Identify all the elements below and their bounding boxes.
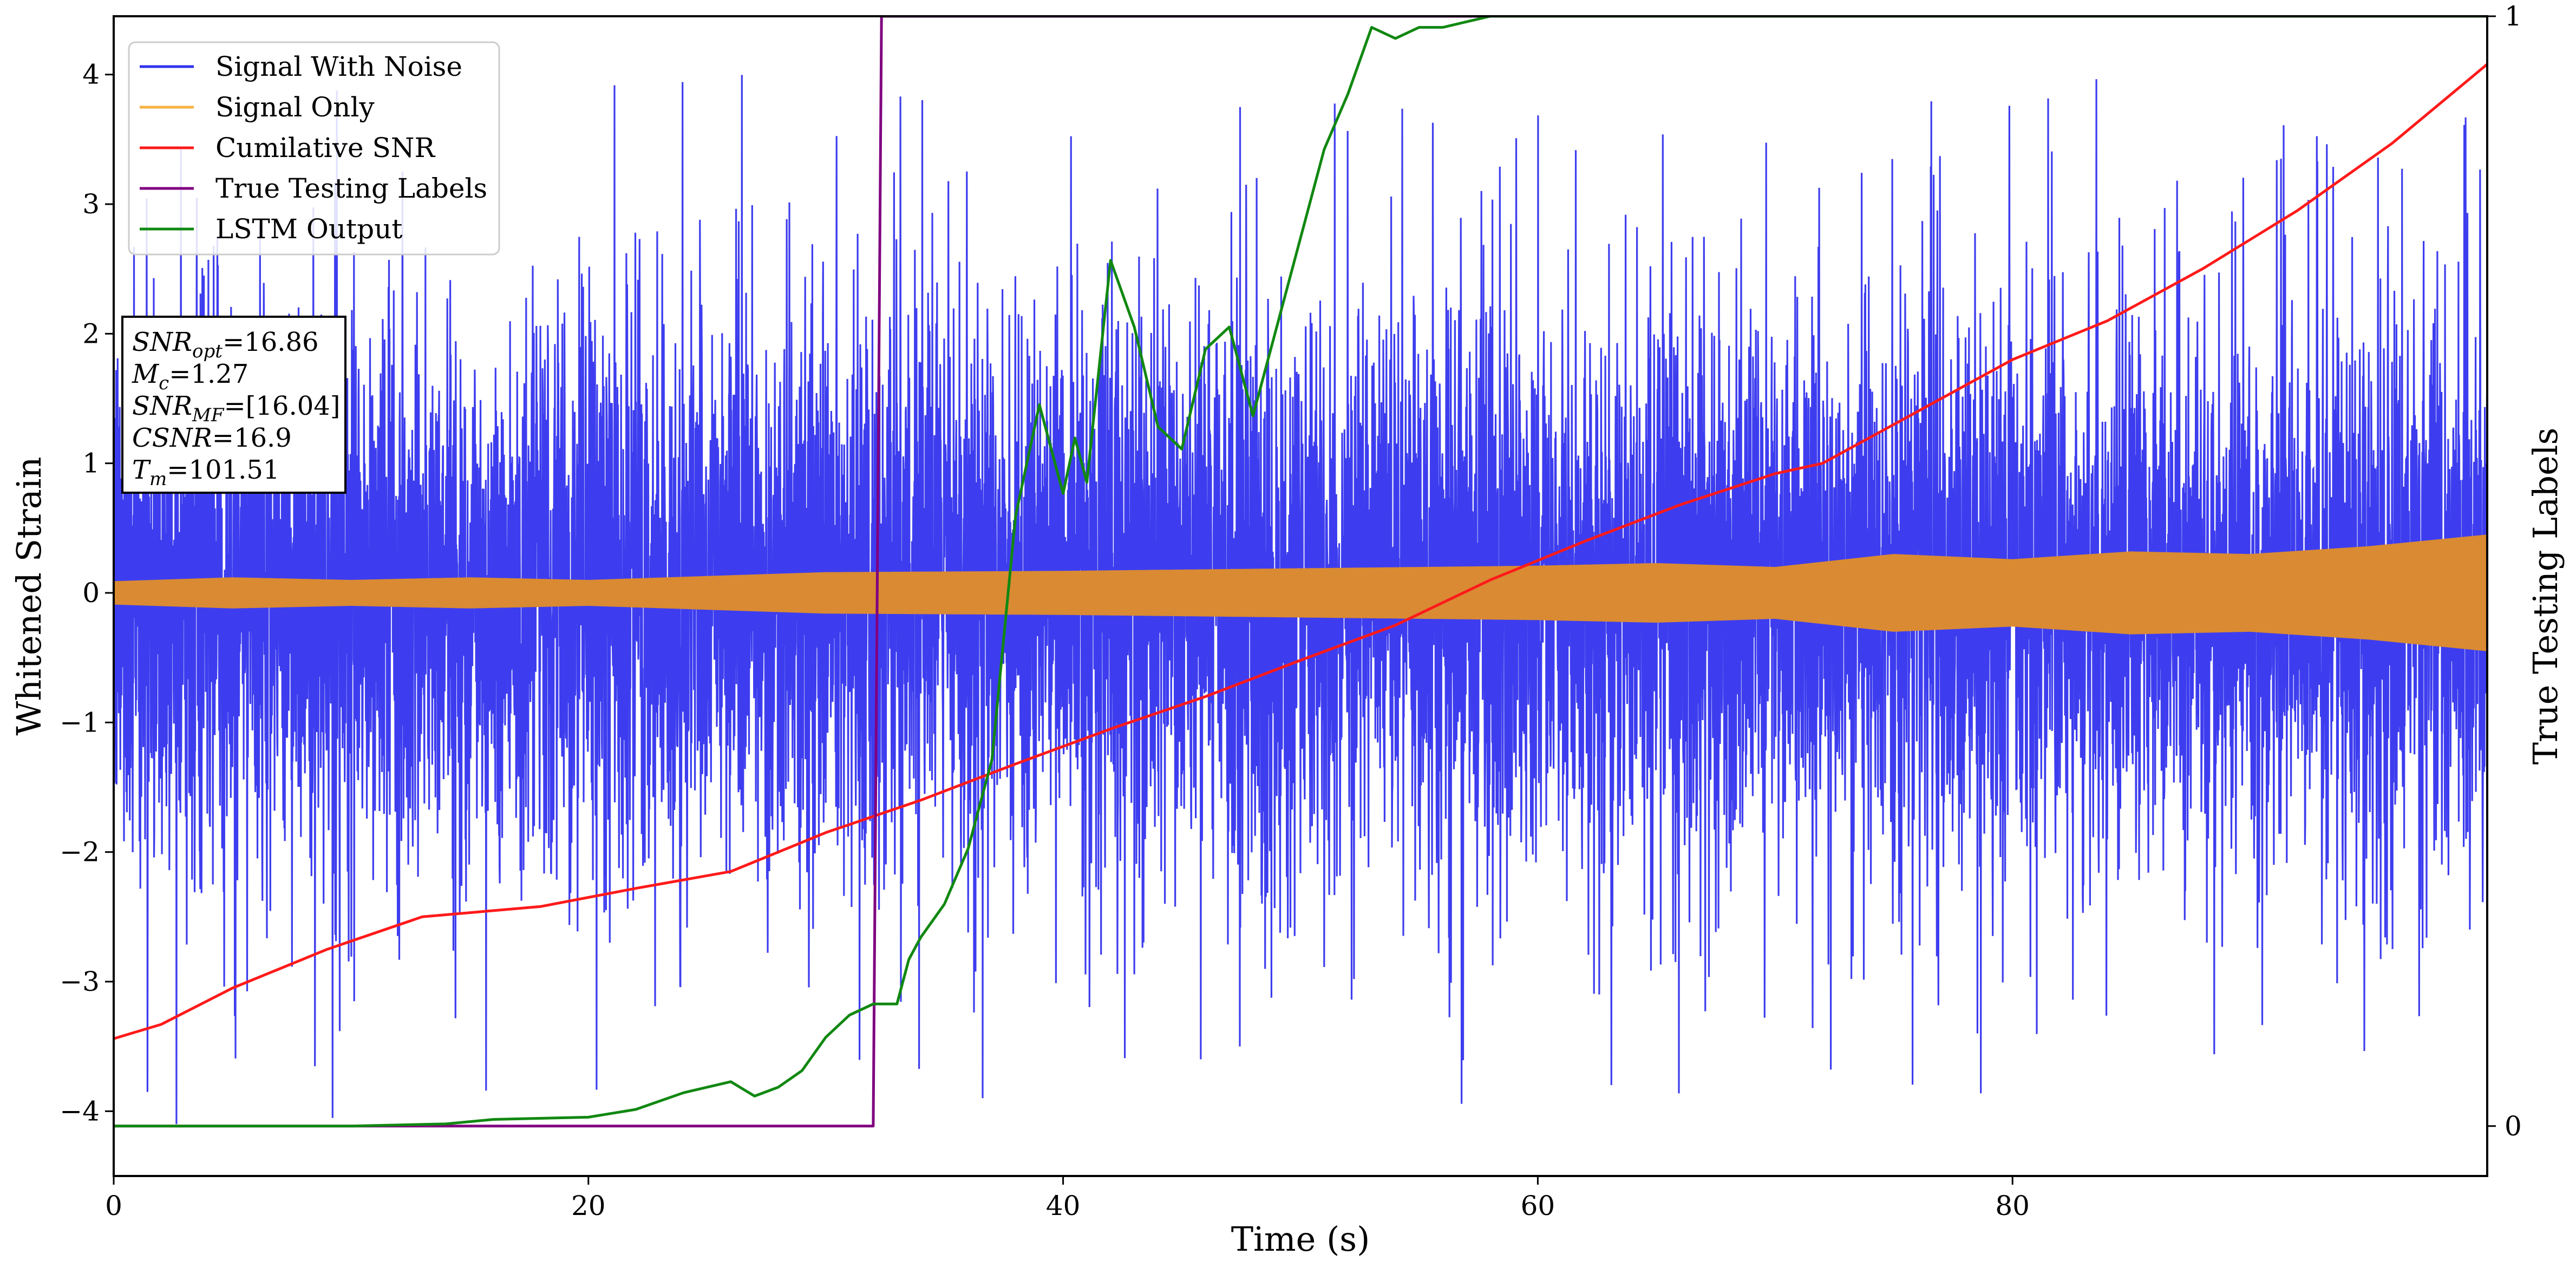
legend-label: True Testing Labels: [215, 173, 487, 204]
annotation-var: CSNR: [132, 423, 212, 453]
y-tick-label: 4: [82, 59, 100, 90]
series-true-testing-labels: [114, 16, 2487, 1128]
y-axis-label: Whitened Strain: [9, 457, 49, 736]
y-tick-label: −3: [60, 966, 100, 997]
annotation-subscript: m: [149, 468, 167, 490]
annotation-value: =[16.04]: [224, 391, 340, 421]
annotation-var: M: [132, 359, 160, 389]
series-signal-only: [114, 534, 2487, 651]
x-axis-label: Time (s): [1231, 1219, 1370, 1259]
annotation-line: Tm=101.51: [132, 455, 279, 490]
plot-frame: [113, 15, 2488, 1177]
legend-frame: [128, 41, 500, 256]
legend-label: Signal Only: [215, 92, 375, 123]
series-lstm-output: [114, 16, 2487, 1128]
annotation-line: CSNR=16.9: [132, 423, 292, 453]
annotation-subscript: MF: [192, 404, 225, 426]
y-tick-label: −2: [60, 837, 100, 868]
annotation-value: =1.27: [169, 359, 249, 389]
legend-label: LSTM Output: [215, 213, 402, 245]
y2-axis-label: True Testing Labels: [2526, 428, 2565, 765]
annotation-var: T: [132, 455, 151, 485]
x-tick-label: 40: [1046, 1190, 1081, 1221]
legend-label: Cumilative SNR: [215, 132, 435, 164]
y2-tick-label: 0: [2505, 1110, 2522, 1142]
y-tick-label: 0: [82, 577, 100, 609]
y-tick-label: 3: [82, 188, 100, 220]
annotation-frame: [121, 316, 346, 494]
y-tick-label: −1: [60, 707, 100, 738]
annotation-value: =16.86: [223, 327, 319, 357]
series-layer: [114, 16, 2487, 1128]
annotation-subscript: c: [159, 373, 169, 394]
annotation-box: SNRopt=16.86Mc=1.27SNRMF=[16.04]CSNR=16.…: [121, 316, 346, 494]
legend-label: Signal With Noise: [215, 51, 462, 82]
x-tick-label: 0: [105, 1190, 122, 1221]
x-tick-label: 80: [1995, 1190, 2030, 1221]
y-tick-label: 2: [82, 318, 100, 349]
legend: Signal With Noise Signal Only Cumilative S…: [128, 41, 500, 256]
series-cumilative-snr: [114, 63, 2487, 1040]
annotation-var: SNR: [132, 327, 192, 357]
y-tick-label: 1: [82, 448, 100, 479]
annotation-line: SNRMF=[16.04]: [132, 391, 341, 426]
annotation-line: Mc=1.27: [132, 359, 249, 394]
x-tick-label: 60: [1521, 1190, 1555, 1221]
annotation-value: =101.51: [167, 455, 279, 485]
annotation-subscript: opt: [192, 341, 223, 362]
y-tick-label: −4: [60, 1095, 100, 1127]
y2-tick-label: 1: [2505, 1, 2522, 32]
series-signal-with-noise: [114, 75, 2487, 1125]
x-tick-label: 20: [571, 1190, 606, 1221]
annotation-value: =16.9: [212, 423, 292, 453]
annotation-line: SNRopt=16.86: [132, 327, 319, 362]
annotation-var: SNR: [132, 391, 192, 421]
